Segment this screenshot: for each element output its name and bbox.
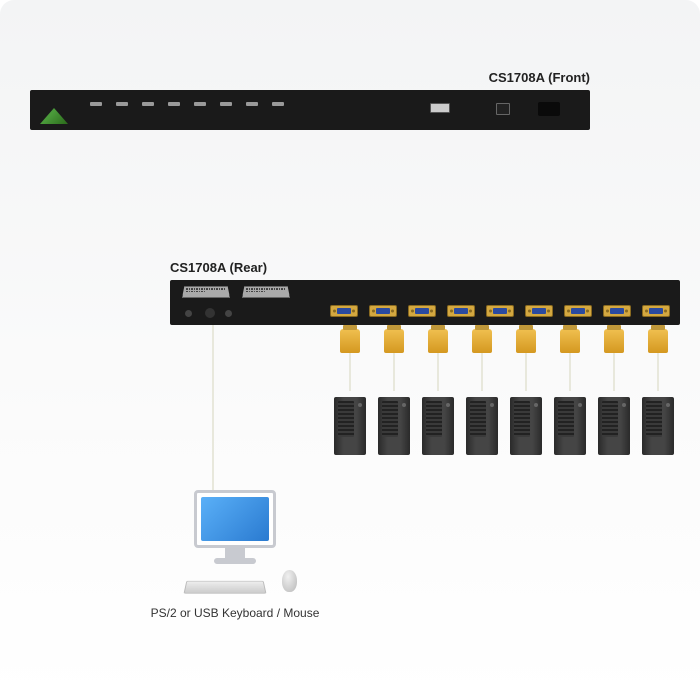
led-icon: [220, 102, 232, 106]
diagram-container: CS1708A (Front) CS1708A (Rear) PS/2 or U…: [0, 0, 700, 700]
cable-line: [569, 353, 571, 391]
front-button-icon: [538, 102, 560, 116]
front-unit: [30, 90, 590, 130]
vga-port-icon: [369, 305, 397, 317]
monitor-stand: [225, 548, 245, 558]
cable-slot: [330, 325, 370, 455]
port-circle-icon: [205, 308, 215, 318]
rj-port-icon: [496, 103, 510, 115]
serial-port-icon: [182, 286, 230, 298]
front-label: CS1708A (Front): [489, 70, 590, 85]
vga-port-icon: [447, 305, 475, 317]
led-icon: [116, 102, 128, 106]
cable-line: [393, 353, 395, 391]
led-icon: [246, 102, 258, 106]
cable-area: [330, 325, 690, 445]
mouse-icon: [282, 570, 297, 592]
vga-port-icon: [486, 305, 514, 317]
port-circle-icon: [225, 310, 232, 317]
vga-connector-icon: [340, 329, 360, 353]
cable-line: [613, 353, 615, 391]
cable-slot: [462, 325, 502, 455]
cable-line: [525, 353, 527, 391]
serial-port-icon: [242, 286, 290, 298]
cable-line: [349, 353, 351, 391]
rear-label: CS1708A (Rear): [170, 260, 267, 275]
cable-slot: [506, 325, 546, 455]
computer-tower-icon: [466, 397, 498, 455]
led-icon: [90, 102, 102, 106]
led-icon: [194, 102, 206, 106]
cable-slot: [374, 325, 414, 455]
vga-port-icon: [330, 305, 358, 317]
monitor-screen: [201, 497, 269, 541]
vga-connector-icon: [516, 329, 536, 353]
computer-tower-icon: [642, 397, 674, 455]
computer-tower-icon: [334, 397, 366, 455]
usb-port-icon: [430, 103, 450, 113]
monitor-base: [214, 558, 256, 564]
vga-connector-icon: [560, 329, 580, 353]
led-icon: [272, 102, 284, 106]
aten-logo-icon: [40, 108, 68, 124]
keyboard-icon: [184, 581, 267, 594]
vga-connector-icon: [604, 329, 624, 353]
peripherals: [165, 568, 305, 598]
computer-tower-icon: [598, 397, 630, 455]
console-caption: PS/2 or USB Keyboard / Mouse: [151, 606, 320, 620]
led-icon: [168, 102, 180, 106]
cable-line: [481, 353, 483, 391]
led-row: [90, 102, 284, 106]
vga-connector-icon: [428, 329, 448, 353]
vga-port-icon: [642, 305, 670, 317]
led-icon: [142, 102, 154, 106]
cable-slot: [594, 325, 634, 455]
computer-tower-icon: [378, 397, 410, 455]
computer-tower-icon: [510, 397, 542, 455]
monitor-icon: [194, 490, 276, 548]
vga-connector-icon: [648, 329, 668, 353]
vga-port-icon: [525, 305, 553, 317]
vga-connector-icon: [384, 329, 404, 353]
port-circle-icon: [185, 310, 192, 317]
console-cable: [212, 325, 214, 495]
vga-port-icon: [603, 305, 631, 317]
computer-tower-icon: [554, 397, 586, 455]
vga-connector-icon: [472, 329, 492, 353]
computer-tower-icon: [422, 397, 454, 455]
console-block: PS/2 or USB Keyboard / Mouse: [145, 490, 325, 620]
cable-slot: [418, 325, 458, 455]
vga-port-icon: [564, 305, 592, 317]
rear-unit: [170, 280, 680, 325]
cable-line: [437, 353, 439, 391]
cable-slot: [550, 325, 590, 455]
cable-line: [657, 353, 659, 391]
vga-port-icon: [408, 305, 436, 317]
cable-slot: [638, 325, 678, 455]
